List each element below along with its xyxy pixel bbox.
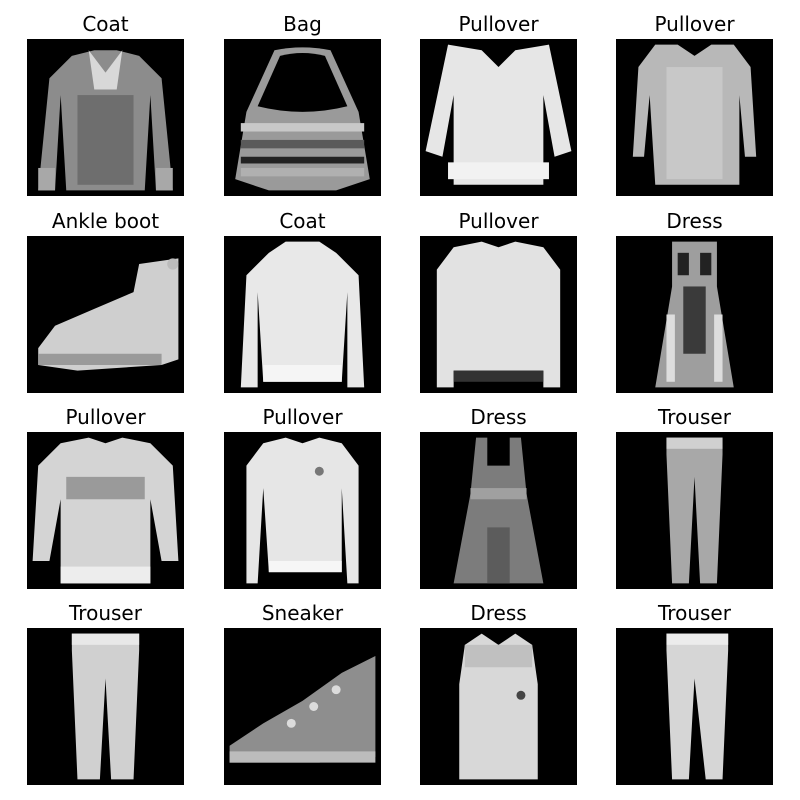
pullover-icon xyxy=(420,236,577,393)
cell-label: Coat xyxy=(82,12,129,36)
cell-label: Dress xyxy=(470,405,527,429)
cell-label: Sneaker xyxy=(261,601,344,625)
cell-label: Pullover xyxy=(262,405,343,429)
cell-label: Dress xyxy=(666,209,723,233)
cell-label: Trouser xyxy=(69,601,142,625)
pullover-icon xyxy=(224,432,381,589)
grid-cell: Pullover xyxy=(27,393,184,589)
pullover-icon xyxy=(616,39,773,196)
grid-cell: Trouser xyxy=(616,393,773,589)
grid-cell: Dress xyxy=(420,393,577,589)
dress-icon xyxy=(420,628,577,785)
dress-icon xyxy=(616,236,773,393)
grid-cell: Pullover xyxy=(420,197,577,393)
grid-cell: Trouser xyxy=(27,589,184,785)
grid-cell: Pullover xyxy=(420,0,577,196)
grid-cell: Coat xyxy=(224,197,381,393)
coat-icon xyxy=(224,236,381,393)
grid-cell: Trouser xyxy=(616,589,773,785)
cell-label: Pullover xyxy=(458,12,539,36)
coat-icon xyxy=(27,39,184,196)
sneaker-icon xyxy=(224,628,381,785)
trouser-icon xyxy=(616,432,773,589)
cell-label: Pullover xyxy=(458,209,539,233)
grid-cell: Dress xyxy=(616,197,773,393)
cell-label: Coat xyxy=(279,209,326,233)
grid-cell: Ankle boot xyxy=(27,197,184,393)
cell-label: Pullover xyxy=(654,12,735,36)
pullover-icon xyxy=(27,432,184,589)
cell-label: Ankle boot xyxy=(51,209,160,233)
cell-label: Dress xyxy=(470,601,527,625)
ankle-boot-icon xyxy=(27,236,184,393)
trouser-icon xyxy=(616,628,773,785)
pullover-icon xyxy=(420,39,577,196)
bag-icon xyxy=(224,39,381,196)
grid-cell: Dress xyxy=(420,589,577,785)
trouser-icon xyxy=(27,628,184,785)
grid-cell: Sneaker xyxy=(224,589,381,785)
dress-icon xyxy=(420,432,577,589)
cell-label: Pullover xyxy=(65,405,146,429)
cell-label: Bag xyxy=(283,12,322,36)
cell-label: Trouser xyxy=(658,405,731,429)
grid-cell: Bag xyxy=(224,0,381,196)
cell-label: Trouser xyxy=(658,601,731,625)
grid-cell: Pullover xyxy=(224,393,381,589)
grid-cell: Pullover xyxy=(616,0,773,196)
grid-cell: Coat xyxy=(27,0,184,196)
